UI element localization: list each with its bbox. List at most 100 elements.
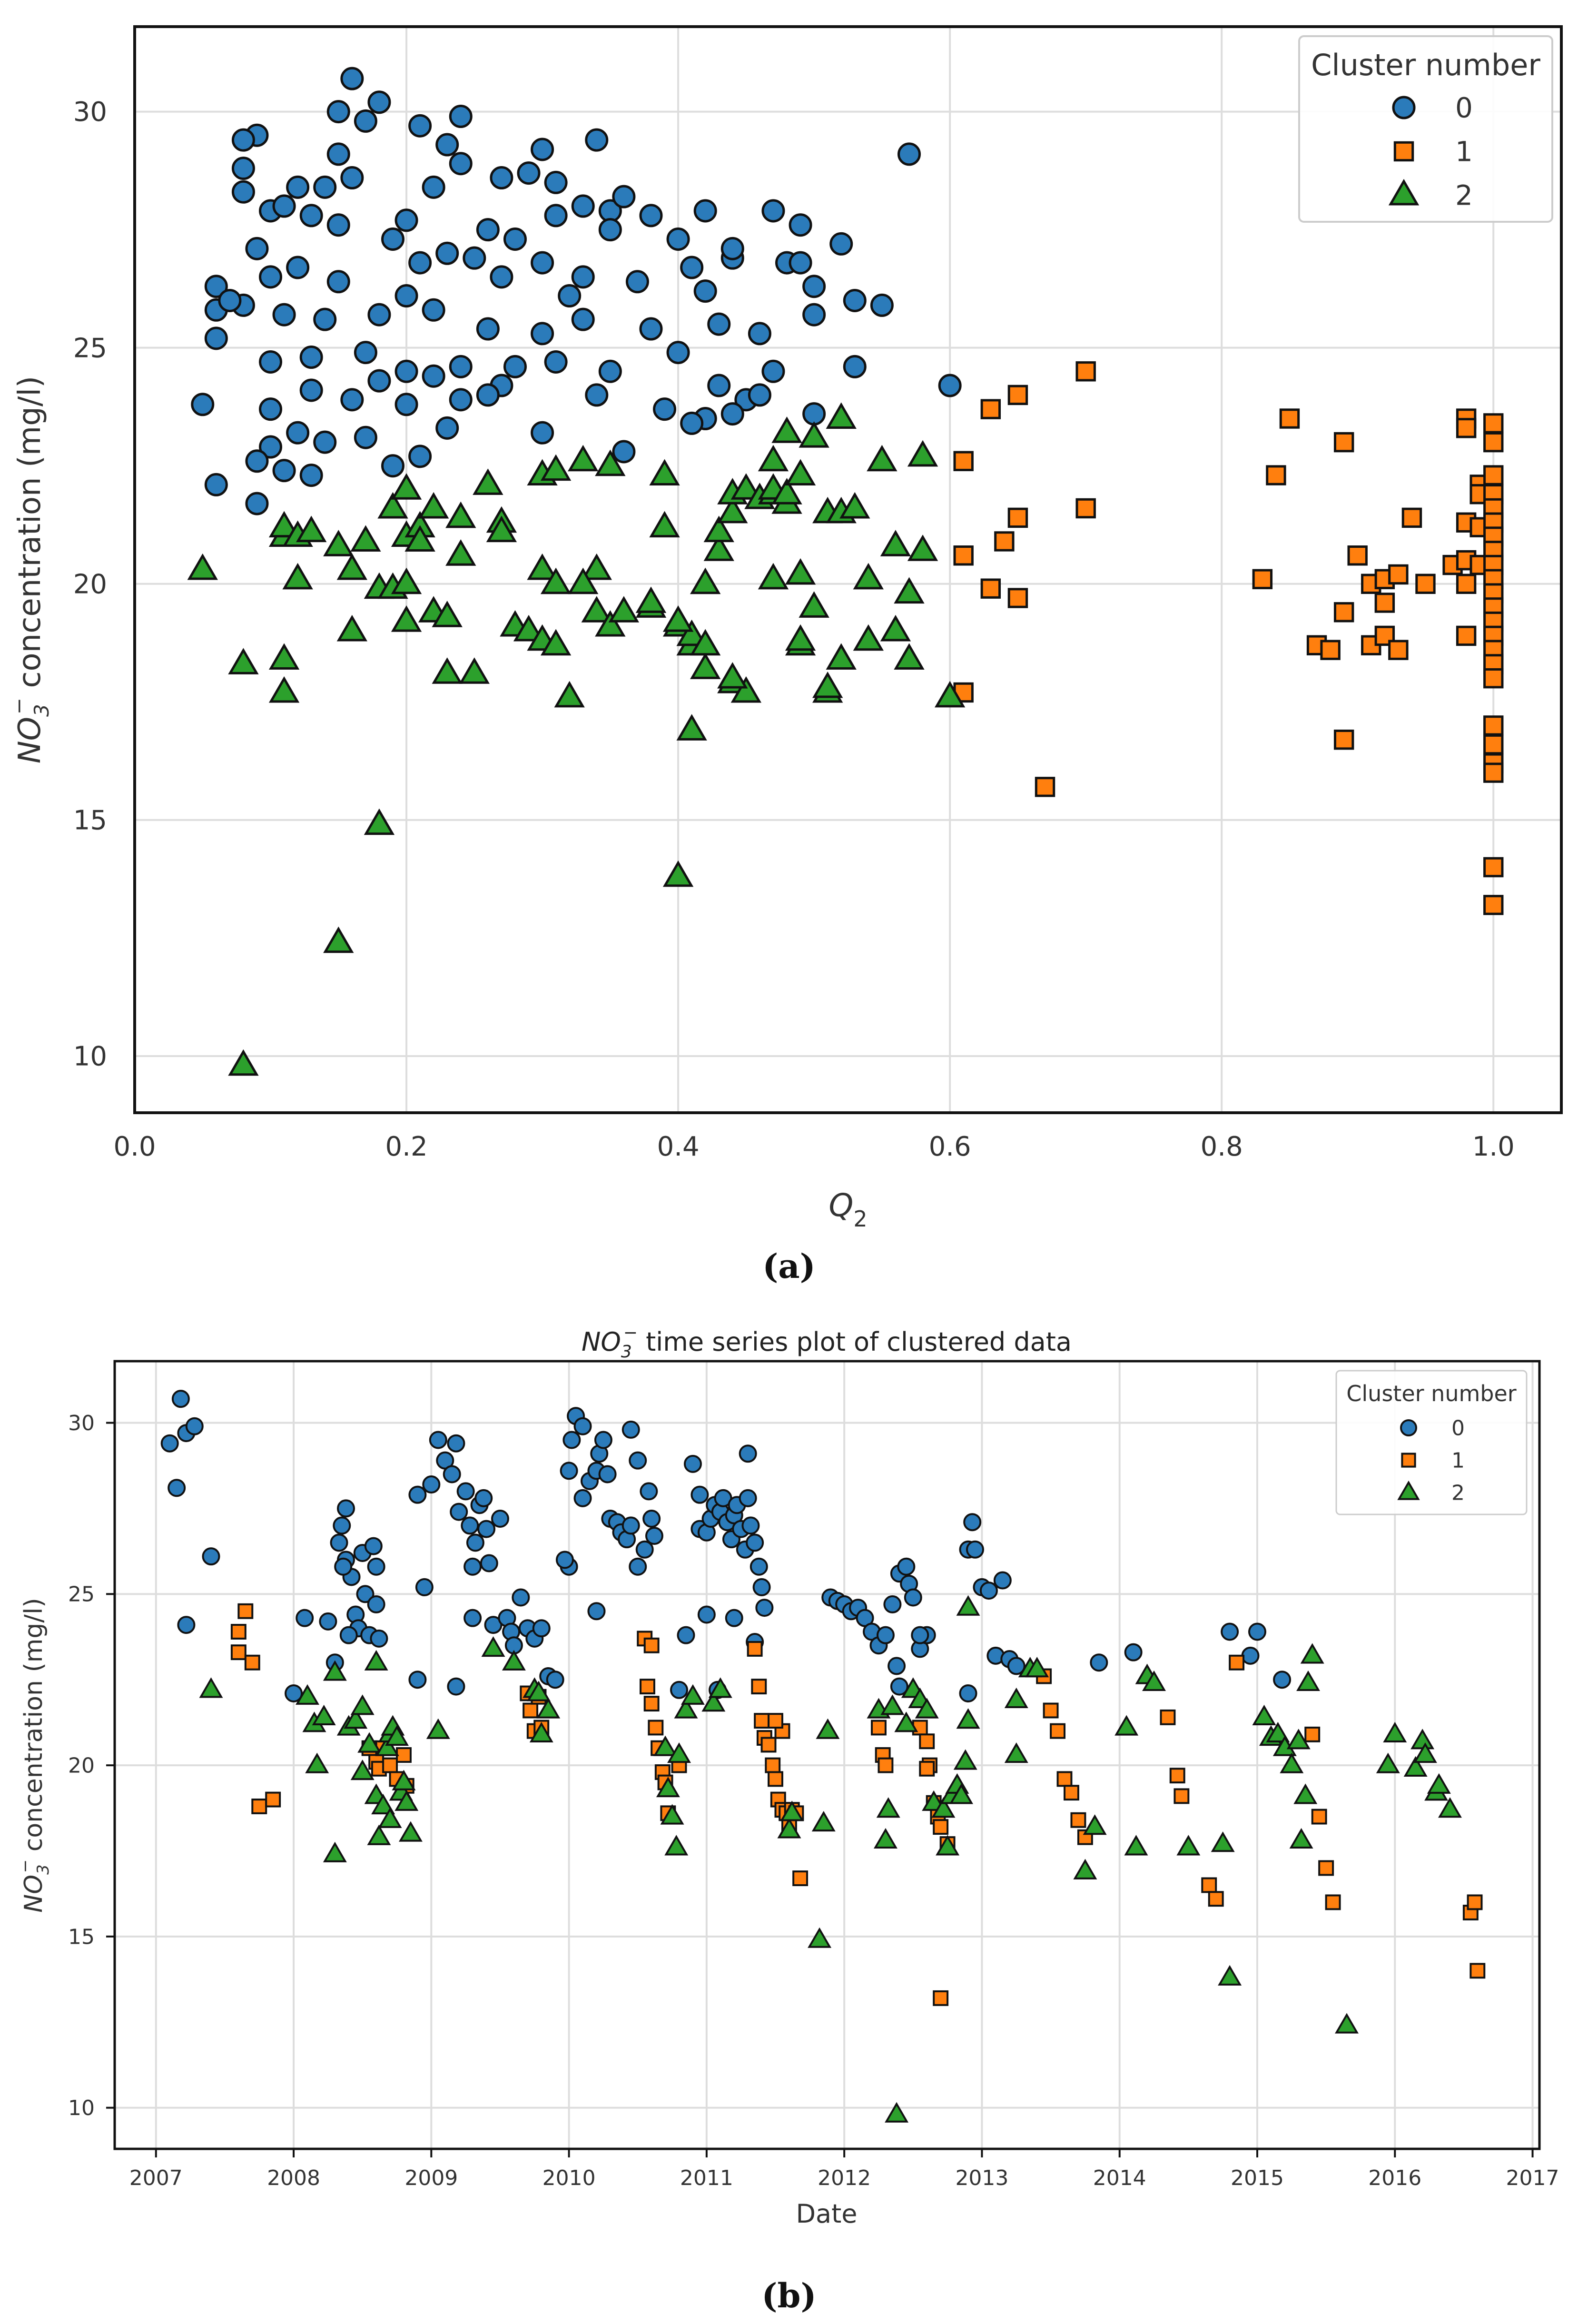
b-legend-label-1: 1 (1451, 1448, 1465, 1473)
a-point-cluster-2 (730, 676, 762, 703)
a-point-cluster-0 (231, 128, 255, 152)
a-point-cluster-0 (612, 185, 636, 208)
b-point-cluster-0 (177, 1616, 196, 1634)
a-point-cluster-2 (907, 534, 938, 561)
a-point-cluster-2 (785, 558, 816, 585)
b-point-cluster-0 (697, 1605, 716, 1624)
b-point-cluster-0 (966, 1540, 984, 1559)
a-point-cluster-1 (1279, 408, 1300, 429)
chart-b-points (160, 1390, 1486, 2123)
b-point-cluster-2 (1211, 1831, 1235, 1852)
a-point-cluster-2 (391, 567, 422, 594)
b-point-cluster-2 (426, 1718, 450, 1739)
a-point-cluster-2 (934, 681, 966, 708)
chart-b-y-axis-label: NO3− concentration (mg/l) (16, 1598, 53, 1912)
b-point-cluster-0 (1221, 1622, 1239, 1641)
a-point-cluster-2 (717, 662, 748, 689)
b-point-cluster-0 (555, 1551, 574, 1569)
b-point-cluster-0 (911, 1626, 929, 1644)
a-point-cluster-2 (323, 926, 354, 953)
b-y-tick-label: 25 (68, 1582, 95, 1607)
a-point-cluster-2 (853, 563, 884, 590)
b-point-cluster-2 (656, 1776, 680, 1798)
a-point-cluster-0 (272, 194, 296, 218)
chart-a-x-axis-label: Q2 (828, 1187, 867, 1232)
a-point-cluster-0 (354, 341, 377, 365)
b-point-cluster-2 (1438, 1797, 1462, 1818)
b-point-cluster-0 (364, 1537, 383, 1555)
a-point-cluster-2 (812, 671, 843, 698)
b-series-2 (199, 1595, 1462, 2123)
chart-a-plot-frame (133, 25, 1563, 1114)
b-point-cluster-0 (621, 1516, 640, 1535)
b-point-cluster-2 (481, 1636, 505, 1657)
a-y-tick-label: 20 (73, 569, 107, 600)
a-legend-marker-2 (1388, 178, 1420, 206)
b-point-cluster-0 (560, 1462, 578, 1480)
chart-b-title: NO3− time series plot of clustered data (582, 1323, 1072, 1362)
b-point-cluster-1 (765, 1757, 781, 1773)
b-point-cluster-2 (1280, 1752, 1304, 1773)
b-point-cluster-1 (751, 1679, 767, 1695)
a-point-cluster-2 (445, 539, 476, 566)
a-point-cluster-1 (980, 399, 1001, 419)
a-point-cluster-0 (299, 464, 323, 487)
a-point-cluster-2 (894, 577, 925, 604)
a-point-cluster-2 (690, 653, 721, 679)
a-point-cluster-2 (785, 624, 816, 651)
a-point-cluster-0 (870, 293, 894, 317)
a-point-cluster-0 (204, 275, 228, 298)
b-point-cluster-0 (1124, 1643, 1143, 1661)
a-point-cluster-0 (897, 142, 921, 166)
b-point-cluster-0 (443, 1465, 461, 1483)
b-point-cluster-1 (1467, 1894, 1483, 1910)
chart-a-y-axis-label: NO3− concentration (mg/l) (7, 376, 53, 763)
b-point-cluster-0 (642, 1510, 661, 1528)
a-point-cluster-0 (463, 246, 486, 270)
a-point-cluster-0 (802, 303, 826, 326)
a-point-cluster-0 (299, 378, 323, 402)
b-point-cluster-0 (370, 1629, 388, 1648)
a-point-cluster-2 (839, 492, 870, 519)
b-point-cluster-0 (477, 1520, 496, 1538)
a-point-cluster-2 (799, 591, 829, 618)
a-point-cluster-0 (286, 256, 310, 279)
a-point-cluster-0 (218, 288, 242, 312)
a-point-cluster-1 (1483, 857, 1504, 878)
b-point-cluster-1 (747, 1641, 763, 1657)
b-point-cluster-2 (653, 1735, 678, 1756)
a-point-cluster-2 (568, 445, 599, 472)
a-point-cluster-0 (435, 416, 459, 440)
b-point-cluster-2 (394, 1790, 419, 1811)
b-point-cluster-2 (1286, 1729, 1311, 1750)
a-point-cluster-1 (1483, 413, 1504, 434)
chart-b-legend: Cluster number 0 1 2 (1335, 1370, 1528, 1515)
b-point-cluster-1 (1160, 1709, 1176, 1725)
a-point-cluster-1 (1320, 640, 1341, 660)
a-legend-label-1: 1 (1455, 135, 1473, 168)
b-point-cluster-0 (319, 1612, 337, 1631)
a-point-cluster-1 (1456, 625, 1477, 646)
a-point-cluster-1 (1374, 593, 1395, 613)
b-point-cluster-2 (949, 1783, 974, 1804)
chart-b-plot-frame (113, 1360, 1541, 2150)
a-point-cluster-0 (245, 492, 269, 515)
a-point-cluster-2 (540, 629, 572, 656)
b-point-cluster-0 (408, 1671, 427, 1689)
b-point-cluster-2 (350, 1694, 375, 1715)
b-y-tick-label: 30 (68, 1411, 95, 1435)
a-legend-label-2: 2 (1455, 179, 1473, 211)
caption-b: (b) (761, 2276, 816, 2315)
a-point-cluster-0 (326, 142, 350, 166)
b-point-cluster-2 (502, 1650, 526, 1671)
a-point-cluster-0 (680, 256, 704, 279)
b-point-cluster-2 (378, 1807, 402, 1828)
b-point-cluster-2 (1218, 1965, 1242, 1986)
b-point-cluster-2 (816, 1718, 840, 1739)
a-point-cluster-0 (490, 265, 513, 289)
b-point-cluster-2 (873, 1828, 897, 1849)
a-point-cluster-2 (540, 454, 572, 481)
b-point-cluster-0 (677, 1626, 695, 1644)
chart-a-legend: Cluster number 0 1 2 (1298, 35, 1553, 223)
a-point-cluster-0 (558, 284, 582, 308)
